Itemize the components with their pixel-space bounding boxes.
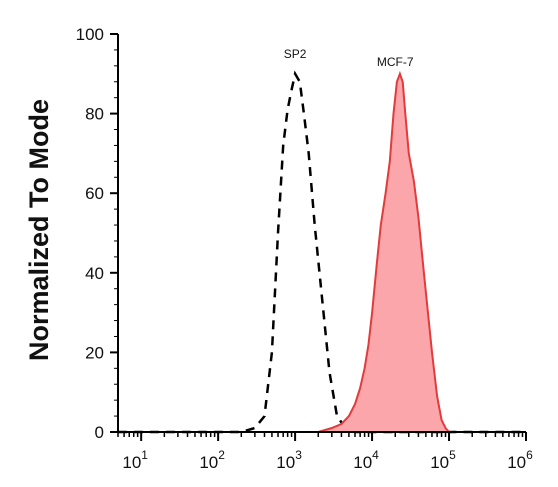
y-axis-title: Normalized To Mode: [24, 99, 54, 361]
series-label-sp2: SP2: [284, 47, 307, 61]
series-label-mcf7: MCF-7: [377, 55, 414, 69]
y-tick-label: 40: [85, 264, 104, 283]
x-tick-label: 103: [276, 448, 302, 472]
y-tick-label: 20: [85, 343, 104, 362]
mcf7-area: [118, 73, 526, 433]
y-tick-label: 60: [85, 184, 104, 203]
mcf7-line: [118, 70, 526, 433]
y-tick-label: 0: [95, 423, 104, 442]
x-tick-label: 102: [199, 448, 225, 472]
x-tick-label: 105: [430, 448, 456, 472]
sp2-dashed-line: [118, 70, 526, 434]
x-tick-label: 104: [353, 448, 379, 472]
y-tick-label: 80: [85, 105, 104, 124]
axes: 0 20 40 60 80 100 101 102 103 104 105 106: [76, 25, 533, 472]
x-tick-label: 101: [122, 448, 148, 472]
y-tick-label: 100: [76, 25, 104, 44]
x-tick-label: 106: [507, 448, 533, 472]
plot-area: SP2 MCF-7: [118, 47, 526, 434]
